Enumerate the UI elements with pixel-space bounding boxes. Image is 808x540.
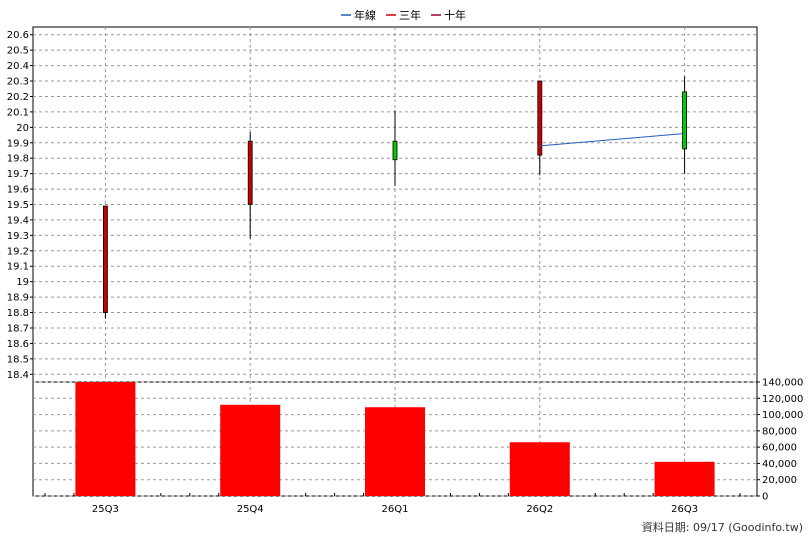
- candle-body-25Q4: [247, 140, 253, 205]
- price-tick-label: 20.4: [7, 61, 29, 72]
- price-tick-label: 20.2: [7, 92, 29, 103]
- price-tick-label: 19.3: [7, 231, 29, 242]
- price-tick-label: 18.8: [7, 308, 29, 319]
- volume-tick-label: 20,000: [762, 475, 797, 486]
- price-tick-label: 20: [16, 123, 29, 134]
- price-tick-label: 19.9: [7, 138, 29, 149]
- volume-bar-26Q2: [509, 442, 570, 496]
- volume-tick-label: 120,000: [762, 394, 803, 405]
- price-tick-label: 20.6: [7, 30, 29, 41]
- volume-bar-26Q1: [365, 407, 425, 496]
- x-tick-label-25Q4: 25Q4: [237, 504, 264, 515]
- x-tick-label-25Q3: 25Q3: [92, 504, 119, 515]
- volume-bar-25Q3: [75, 382, 136, 496]
- price-tick-label: 18.7: [7, 323, 29, 334]
- x-tick-label-26Q2: 26Q2: [526, 504, 553, 515]
- price-tick-label: 19.4: [7, 215, 29, 226]
- price-tick-label: 20.5: [7, 46, 29, 57]
- volume-tick-label: 80,000: [762, 426, 797, 437]
- price-tick-label: 18.4: [7, 370, 29, 381]
- candle-body-26Q1: [392, 140, 398, 161]
- x-axis-ticks: 25Q3 25Q4 26Q1 26Q2 26Q3: [92, 504, 698, 515]
- volume-tick-label: 60,000: [762, 443, 797, 454]
- price-tick-label: 18.9: [7, 293, 29, 304]
- volume-tick-label: 100,000: [762, 410, 803, 421]
- volume-tick-label: 0: [762, 492, 768, 503]
- footer-source: 資料日期: 09/17 (Goodinfo.tw): [642, 520, 803, 534]
- price-tick-label: 19.5: [7, 200, 29, 211]
- price-tick-label: 19.1: [7, 262, 29, 273]
- price-tick-label: 19.6: [7, 185, 29, 196]
- year-line-series: [539, 133, 685, 147]
- candle-body-26Q2: [537, 80, 543, 156]
- candle-body-25Q3: [103, 205, 108, 313]
- price-tick-label: 18.6: [7, 339, 29, 350]
- volume-tick-label: 40,000: [762, 459, 797, 470]
- price-tick-label: 18.5: [7, 354, 29, 365]
- volume-bar-25Q4: [220, 404, 281, 496]
- gridlines: [33, 27, 757, 497]
- volume-tick-label: 140,000: [762, 378, 803, 389]
- price-tick-label: 19: [16, 277, 29, 288]
- candle-body-26Q3: [682, 91, 687, 150]
- year-line: [539, 133, 685, 147]
- price-tick-label: 19.2: [7, 246, 29, 257]
- x-tick-label-26Q3: 26Q3: [671, 504, 698, 515]
- volume-axis-ticks: 0 20,000 40,000 60,000 80,000 100,000 120,000 1…: [44, 378, 803, 503]
- price-axis-ticks: 18.4 18.5 18.6 18.7 18.8 18.9 19 19.1 19.2 19.3 19…: [7, 30, 33, 381]
- legend-label-3y: 三年: [399, 8, 421, 22]
- legend-label-10y: 十年: [444, 8, 466, 22]
- price-tick-label: 19.8: [7, 154, 29, 165]
- price-tick-label: 20.3: [7, 77, 29, 88]
- volume-bars: [75, 382, 715, 496]
- legend: 年線 三年 十年: [341, 8, 466, 22]
- legend-label-year: 年線: [354, 8, 376, 22]
- x-tick-label-26Q1: 26Q1: [382, 504, 409, 515]
- price-candles: [103, 76, 687, 319]
- price-tick-label: 20.1: [7, 107, 29, 118]
- volume-bar-26Q3: [654, 461, 715, 496]
- price-tick-label: 19.7: [7, 169, 29, 180]
